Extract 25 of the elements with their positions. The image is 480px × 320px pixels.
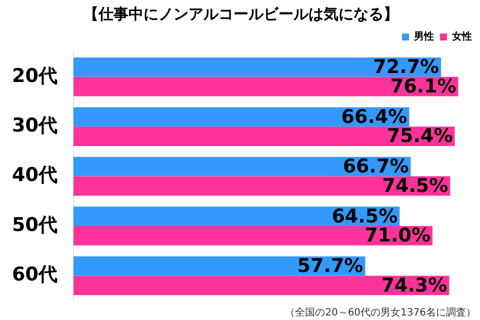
bar <box>73 206 400 226</box>
bar <box>73 126 455 146</box>
bar <box>73 256 366 276</box>
y-tick-label: 40代 <box>12 164 58 186</box>
bar <box>73 176 450 196</box>
data-label: 71.0% <box>364 224 430 247</box>
bar <box>73 57 442 77</box>
bar <box>73 276 450 296</box>
legend-label: 男性 <box>413 30 434 43</box>
data-label: 57.7% <box>297 254 364 277</box>
bar <box>73 226 432 246</box>
y-tick-label: 30代 <box>12 114 58 137</box>
data-label: 74.3% <box>381 274 448 296</box>
chart-title: 【仕事中にノンアルコールビールは気になる】 <box>84 4 398 23</box>
y-tick-label: 60代 <box>12 264 58 286</box>
bar <box>73 76 458 96</box>
y-tick-label: 20代 <box>12 64 58 87</box>
data-label: 64.5% <box>332 205 398 228</box>
y-tick-label: 50代 <box>12 214 58 236</box>
data-label: 66.4% <box>341 106 408 128</box>
data-label: 75.4% <box>386 125 453 148</box>
bar <box>73 107 410 127</box>
bar <box>73 156 411 176</box>
legend-label: 女性 <box>451 30 472 43</box>
text: （全国の20～60代の男女1376名に調査） <box>285 306 476 319</box>
